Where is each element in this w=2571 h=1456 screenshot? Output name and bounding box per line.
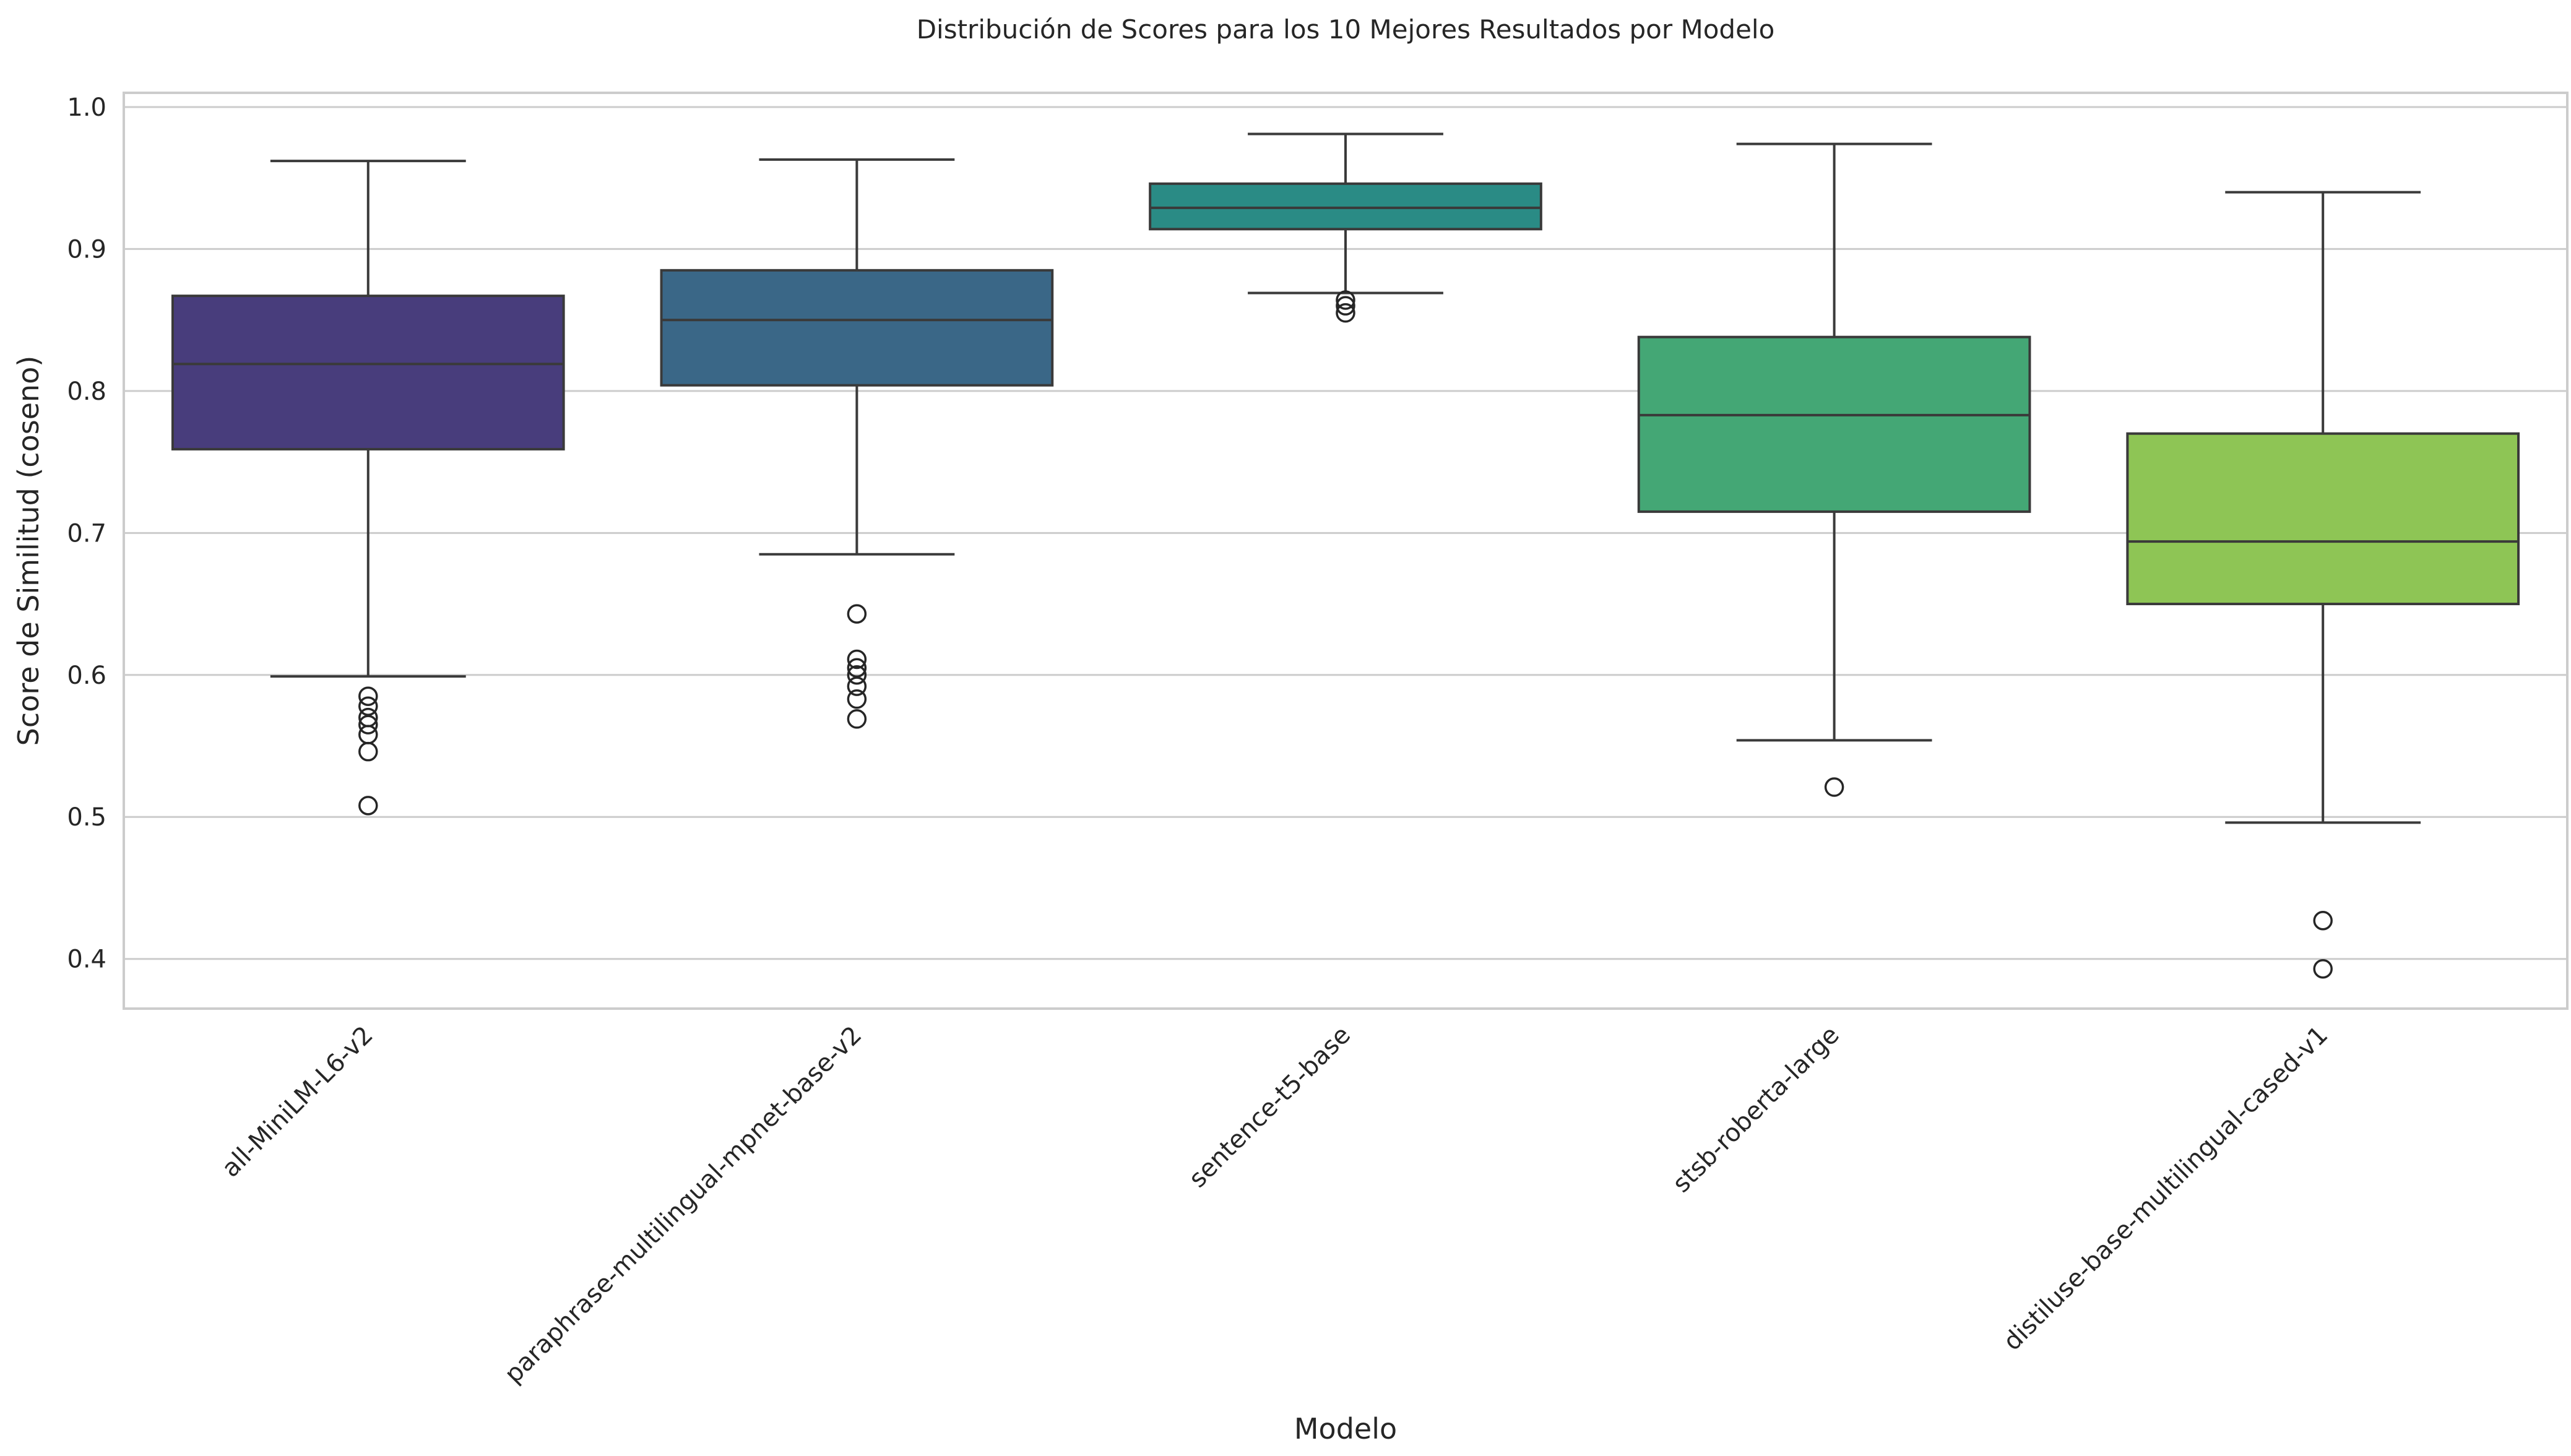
outlier-point [1336,290,1355,310]
outlier-point [847,665,867,685]
iqr-box [171,295,565,450]
y-tick-label: 0.7 [67,519,106,548]
outlier-point [847,604,867,624]
outlier-point [847,658,867,678]
outlier-point [358,796,378,816]
outlier-point [358,696,378,717]
y-tick-label: 0.9 [67,235,106,264]
box-group-1 [171,160,565,816]
x-axis-ticks: all-MiniLM-L6-v2 paraphrase-multilingual-… [217,1021,2334,1389]
outlier-point [2313,959,2333,979]
outlier-point [1336,296,1355,316]
outlier-point [358,715,378,734]
y-tick-label: 0.8 [67,377,106,406]
outlier-point [847,689,867,709]
y-axis-ticks: 0.4 0.5 0.6 0.7 0.8 0.9 1.0 [67,93,106,974]
box-group-2 [660,158,1054,729]
outlier-point [358,741,378,762]
box-group-3 [1149,132,1542,323]
x-tick-label: stsb-roberta-large [1667,1021,1845,1199]
outlier-point [1336,303,1355,323]
iqr-box [1149,182,1542,231]
outlier-point [847,709,867,729]
outlier-point [358,725,378,744]
x-tick-label: sentence-t5-base [1183,1021,1356,1194]
outlier-point [847,649,867,670]
y-tick-label: 1.0 [67,93,106,122]
x-tick-label: paraphrase-multilingual-mpnet-base-v2 [499,1021,868,1389]
outlier-point [1824,777,1844,797]
outlier-point [847,676,867,696]
iqr-box [1637,335,2031,513]
x-tick-label: all-MiniLM-L6-v2 [217,1021,379,1183]
y-tick-label: 0.6 [67,661,106,690]
iqr-box [660,269,1054,387]
x-tick-label: distiluse-base-multilingual-cased-v1 [1998,1021,2333,1356]
x-axis-label: Modelo [1294,1412,1397,1445]
outlier-point [2313,910,2333,931]
plot-frame [123,92,2569,1010]
chart-title: Distribución de Scores para los 10 Mejor… [917,14,1775,45]
y-tick-label: 0.5 [67,803,106,832]
box-group-5 [2126,191,2520,979]
iqr-box [2126,432,2520,606]
box-series [171,132,2520,979]
y-tick-label: 0.4 [67,946,106,974]
outlier-point [358,686,378,706]
box-group-4 [1637,142,2031,797]
y-axis-label: Score de Similitud (coseno) [12,356,45,746]
